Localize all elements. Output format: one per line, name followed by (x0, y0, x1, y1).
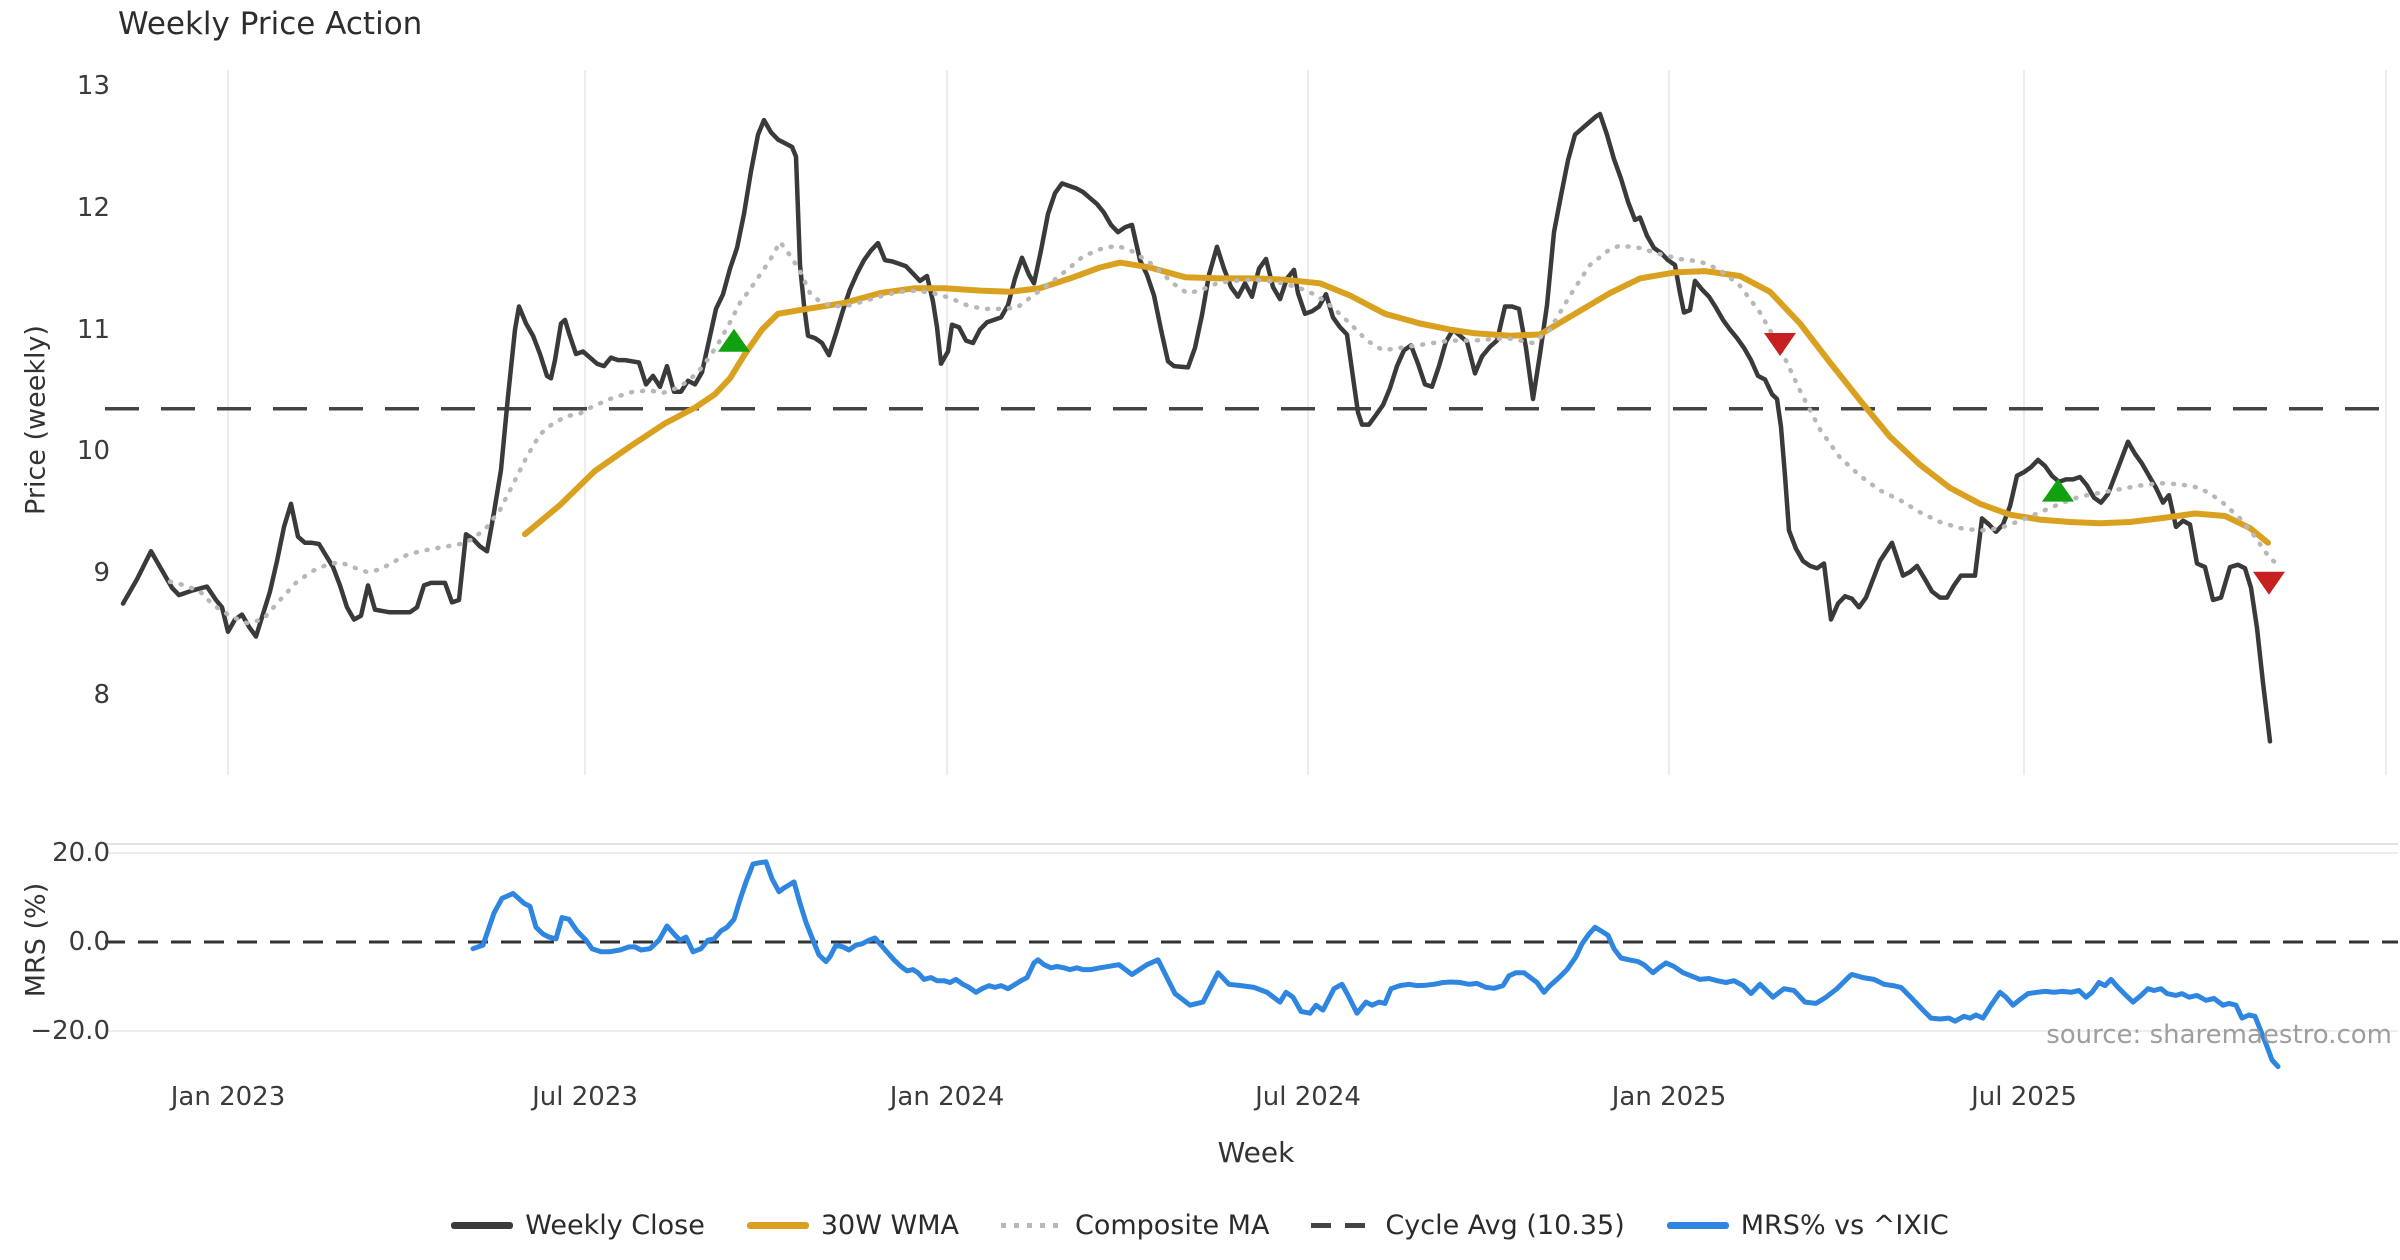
buy-marker (2042, 478, 2074, 502)
sell-marker (2253, 571, 2285, 595)
chart-title: Weekly Price Action (118, 6, 423, 42)
legend-label: Weekly Close (525, 1210, 705, 1241)
price-tick-label: 11 (76, 314, 110, 345)
legend-swatch (746, 1222, 809, 1229)
legend-label: 30W WMA (820, 1210, 959, 1241)
x-axis-label: Week (1217, 1136, 1295, 1169)
price-tick-label: 13 (76, 71, 110, 101)
mrs-tick-label: −20.0 (30, 1016, 110, 1046)
30w-wma-line (522, 259, 2271, 546)
legend-item-mrs-vs-ixic[interactable]: MRS% vs ^IXIC (1666, 1210, 1949, 1241)
legend-item-cycle-avg-10-35-[interactable]: Cycle Avg (10.35) (1311, 1210, 1625, 1241)
mrs-vs-ixic-line (470, 859, 2281, 1070)
legend-label: MRS% vs ^IXIC (1740, 1210, 1949, 1241)
x-tick-label: Jan 2023 (170, 1082, 286, 1112)
legend-item-30w-wma[interactable]: 30W WMA (746, 1210, 959, 1241)
legend-swatch (1000, 1223, 1063, 1228)
mrs-tick-label: 0.0 (68, 927, 110, 957)
legend-swatch (1311, 1223, 1374, 1228)
sell-marker (1764, 332, 1796, 356)
weekly-close-line (120, 111, 2273, 744)
x-tick-label: Jan 2024 (889, 1082, 1005, 1112)
mrs-tick-label: 20.0 (52, 838, 110, 868)
legend-label: Composite MA (1074, 1210, 1270, 1241)
composite-ma-line (167, 239, 2285, 626)
source-note: source: sharemaestro.com (2046, 1020, 2392, 1050)
legend-swatch (1666, 1222, 1729, 1229)
price-tick-label: 12 (76, 192, 110, 223)
x-tick-label: Jul 2023 (532, 1082, 638, 1112)
x-tick-label: Jul 2025 (1971, 1082, 2077, 1112)
legend-label: Cycle Avg (10.35) (1385, 1210, 1625, 1241)
legend-item-composite-ma[interactable]: Composite MA (1000, 1210, 1270, 1241)
x-tick-label: Jan 2025 (1611, 1082, 1727, 1112)
buy-marker (718, 328, 750, 352)
price-tick-label: 10 (76, 436, 110, 467)
legend-swatch (451, 1222, 514, 1229)
price-tick-label: 8 (93, 680, 110, 710)
price-axis-label: Price (weekly) (20, 325, 52, 515)
x-tick-label: Jul 2024 (1255, 1082, 1361, 1112)
legend-item-weekly-close[interactable]: Weekly Close (451, 1210, 705, 1241)
price-tick-label: 9 (93, 558, 110, 589)
legend: Weekly Close 30W WMA Composite MA Cycle Avg… (0, 1210, 2400, 1241)
